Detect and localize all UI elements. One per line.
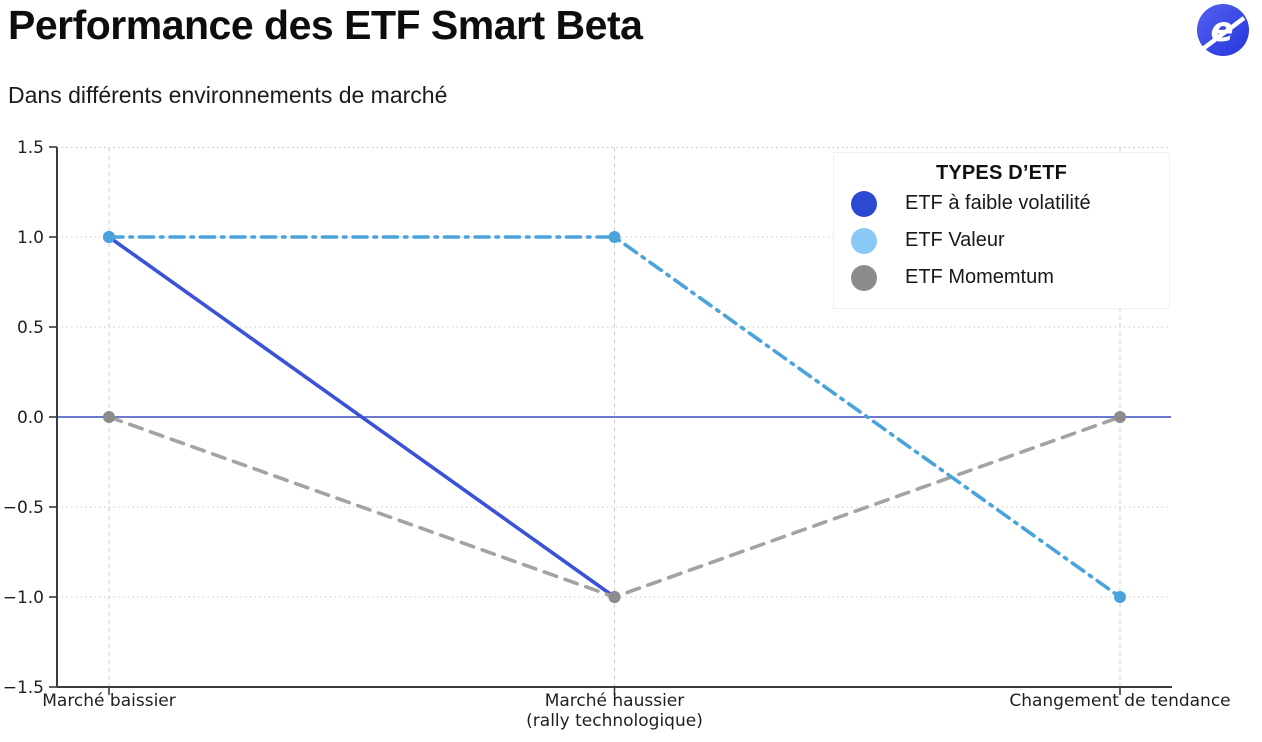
- legend-swatch-icon: [851, 227, 877, 254]
- data-point-marker: [1114, 411, 1126, 423]
- legend-item-value: ETF Valeur: [834, 222, 1169, 259]
- data-point-marker: [103, 411, 115, 423]
- series-line-1: [107, 235, 617, 599]
- data-point-marker: [103, 231, 115, 243]
- x-tick-label: Marché baissier: [42, 691, 176, 711]
- y-tick-label: −1.0: [3, 588, 44, 608]
- data-point-marker: [1114, 591, 1126, 603]
- y-tick-label: 0.5: [17, 318, 44, 338]
- x-tick-label: Marché haussier (rally technologique): [526, 691, 703, 731]
- y-tick-label: 1.5: [17, 138, 44, 158]
- x-tick-label: Changement de tendance: [1009, 691, 1230, 711]
- y-tick-label: −1.5: [3, 678, 44, 698]
- legend-item-label: ETF Valeur: [905, 229, 1005, 251]
- legend-title: TYPES D’ETF: [935, 162, 1068, 184]
- brand-logo-icon: e: [1197, 4, 1249, 56]
- y-tick-label: −0.5: [3, 498, 44, 518]
- page-title: Performance des ETF Smart Beta: [8, 2, 643, 48]
- y-tick-label: 1.0: [17, 228, 44, 248]
- legend-item-low-volatility: ETF à faible volatilité: [834, 185, 1169, 222]
- legend-swatch-icon: [851, 264, 877, 291]
- legend-swatch-icon: [851, 190, 877, 217]
- data-point-marker: [608, 591, 621, 603]
- series-line-2: [107, 235, 1122, 599]
- legend-item-label: ETF Momemtum: [905, 266, 1054, 288]
- chart-legend: TYPES D’ETF ETF à faible volatilité ETF …: [833, 152, 1170, 309]
- legend-item-label: ETF à faible volatilité: [905, 192, 1091, 214]
- page-subtitle: Dans différents environnements de marché: [8, 82, 448, 108]
- data-point-marker: [608, 231, 621, 243]
- y-tick-label: 0.0: [17, 408, 44, 428]
- legend-item-momentum: ETF Momemtum: [834, 259, 1169, 296]
